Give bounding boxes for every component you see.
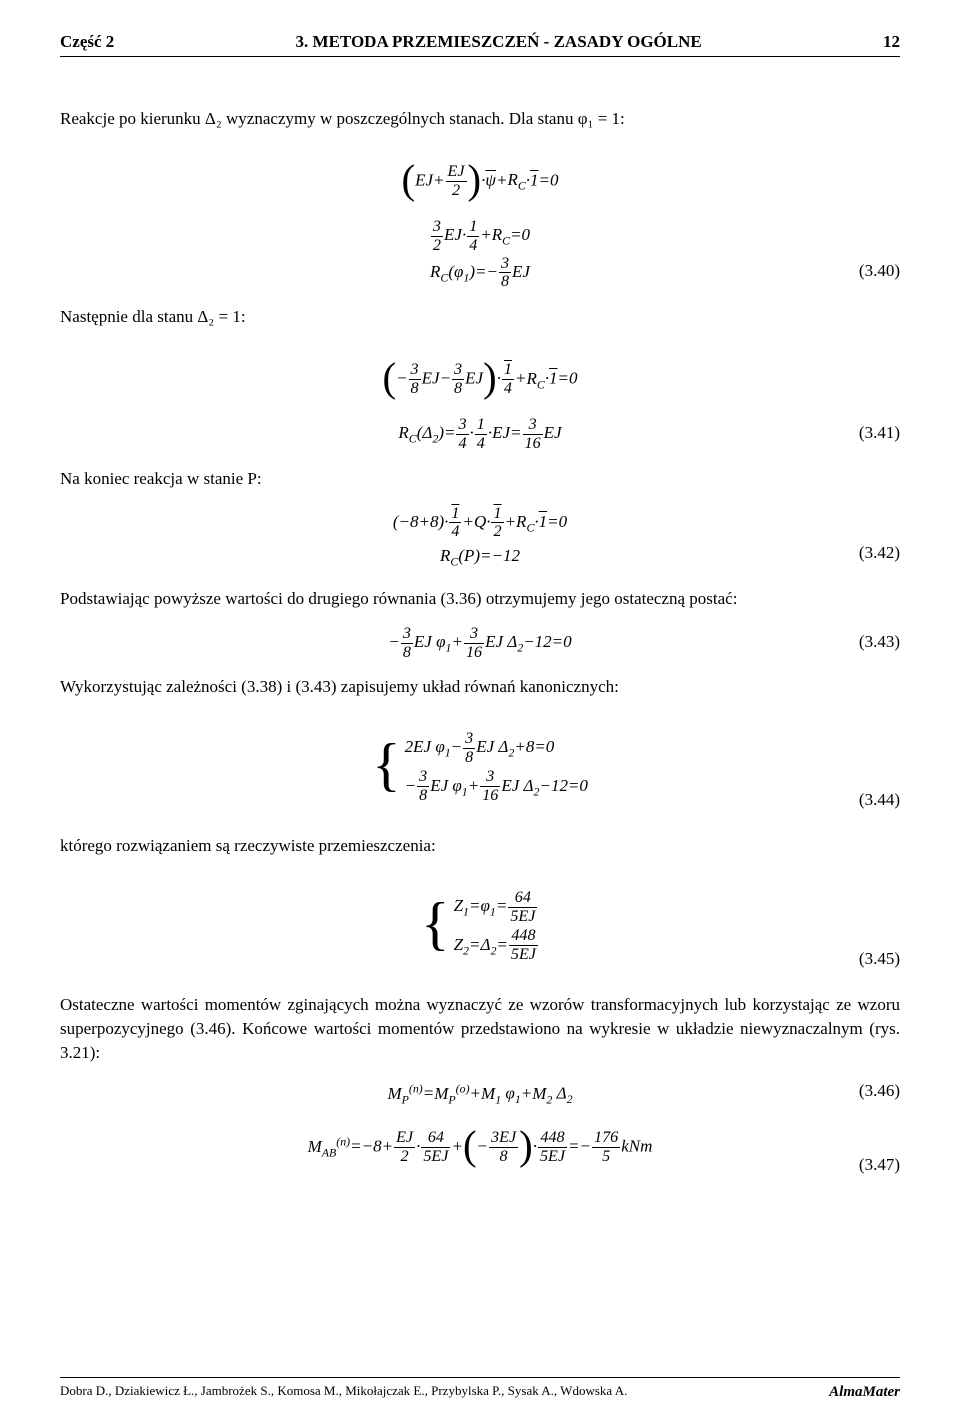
para-ktorego: którego rozwiązaniem są rzeczywiste prze… — [60, 834, 900, 858]
eq-num-3-42: (3.42) — [859, 541, 900, 565]
para-nakoniec: Na koniec reakcja w stanie P: — [60, 467, 900, 491]
header-center: 3. METODA PRZEMIESZCZEŃ - ZASADY OGÓLNE — [114, 30, 883, 54]
para-nastepnie: Następnie dla stanu Δ₂ = 1: — [60, 305, 900, 329]
eq-num-3-45: (3.45) — [859, 947, 900, 971]
equation-3-41: (−38EJ−38EJ)·14+RC·1=0 RC(Δ2)=34·14·EJ=3… — [60, 343, 900, 453]
para-ostateczne: Ostateczne wartości momentów zginających… — [60, 993, 900, 1064]
equation-3-45: { Z1=φ1=645EJ Z2=Δ2=4485EJ (3.45) — [60, 872, 900, 979]
eq-num-3-40: (3.40) — [859, 259, 900, 283]
equation-3-44: { 2EJ φ1−38EJ Δ2+8=0 −38EJ φ1+316EJ Δ2−1… — [60, 713, 900, 820]
footer-brand: AlmaMater — [829, 1382, 900, 1403]
eq-num-3-43: (3.43) — [859, 630, 900, 654]
equation-3-40: (EJ+EJ2)·ψ+RC·1=0 32EJ·14+RC=0 RC(φ1)=−3… — [60, 145, 900, 291]
para-wykorzystujac: Wykorzystując zależności (3.38) i (3.43)… — [60, 675, 900, 699]
equation-3-47: MAB(n)=−8+EJ2·645EJ+(−3EJ8)·4485EJ=−1765… — [60, 1111, 900, 1184]
header-right: 12 — [883, 30, 900, 54]
para-podstawiajac: Podstawiając powyższe wartości do drugie… — [60, 587, 900, 611]
eq-num-3-44: (3.44) — [859, 788, 900, 812]
equation-3-42: (−8+8)·14+Q·12+RC·1=0 RC(P)=−12 (3.42) — [60, 505, 900, 573]
eq-num-3-46: (3.46) — [859, 1079, 900, 1103]
equation-3-43: −38EJ φ1+316EJ Δ2−12=0 (3.43) — [60, 625, 900, 662]
page-header: Część 2 3. METODA PRZEMIESZCZEŃ - ZASADY… — [60, 30, 900, 57]
footer-authors: Dobra D., Dziakiewicz Ł., Jambrożek S., … — [60, 1382, 627, 1403]
eq-num-3-41: (3.41) — [859, 421, 900, 445]
eq-num-3-47: (3.47) — [859, 1153, 900, 1177]
equation-3-46: MP(n)=MP(o)+M1 φ1+M2 Δ2 (3.46) — [60, 1078, 900, 1110]
para-intro: Reakcje po kierunku Δ₂ wyznaczymy w posz… — [60, 107, 900, 131]
header-left: Część 2 — [60, 30, 114, 54]
page-footer: Dobra D., Dziakiewicz Ł., Jambrożek S., … — [60, 1377, 900, 1403]
